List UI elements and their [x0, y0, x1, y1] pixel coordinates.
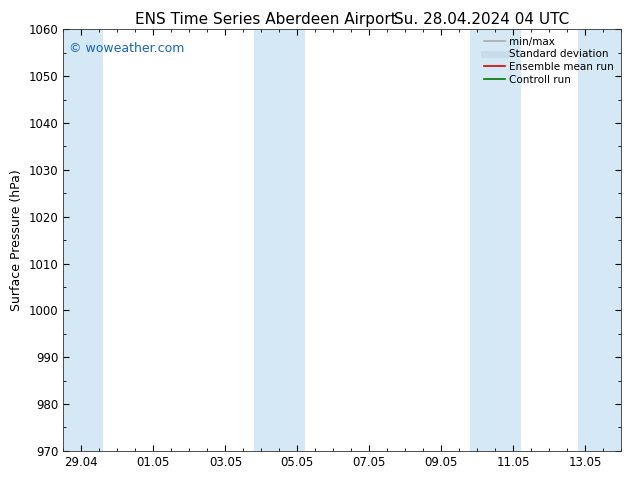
Bar: [470, 29, 521, 451]
Bar: [254, 29, 304, 451]
Y-axis label: Surface Pressure (hPa): Surface Pressure (hPa): [10, 169, 23, 311]
Legend: min/max, Standard deviation, Ensemble mean run, Controll run: min/max, Standard deviation, Ensemble me…: [482, 35, 616, 87]
Bar: [578, 29, 621, 451]
Text: © woweather.com: © woweather.com: [69, 42, 184, 55]
Bar: [63, 29, 103, 451]
Text: Su. 28.04.2024 04 UTC: Su. 28.04.2024 04 UTC: [394, 12, 569, 27]
Text: ENS Time Series Aberdeen Airport: ENS Time Series Aberdeen Airport: [136, 12, 397, 27]
